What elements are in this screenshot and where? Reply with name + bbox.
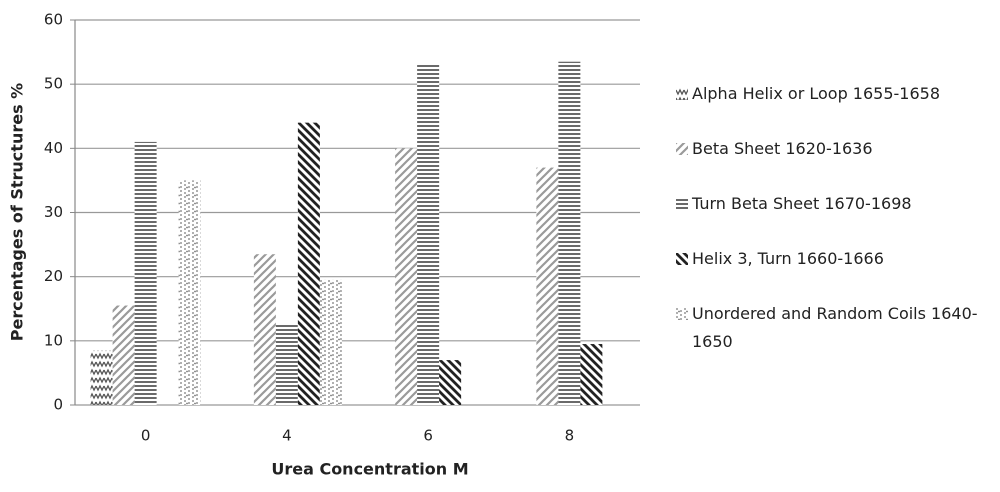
bar (297, 122, 320, 406)
legend-swatch (676, 143, 688, 155)
y-tick-label: 60 (44, 11, 63, 29)
legend-swatch (676, 198, 688, 210)
y-tick-label: 10 (44, 331, 63, 349)
bar (536, 167, 559, 405)
legend-label: Unordered and Random Coils 1640-1650 (692, 304, 978, 351)
bar (178, 180, 201, 405)
legend-item: Turn Beta Sheet 1670-1698 (676, 190, 986, 218)
x-tick-label: 0 (141, 427, 151, 445)
y-tick-label: 20 (44, 267, 63, 285)
x-tick-label: 6 (423, 427, 433, 445)
legend-item: Helix 3, Turn 1660-1666 (676, 245, 986, 273)
bar (319, 279, 342, 405)
bar (417, 64, 440, 406)
legend-swatch (676, 308, 688, 320)
y-axis-label: Percentages of Structures % (8, 83, 27, 341)
bar (253, 254, 276, 405)
chart: Urea Concentration M Percentages of Stru… (8, 11, 640, 479)
legend-swatch (676, 253, 688, 265)
bar (395, 148, 418, 406)
y-tick-label: 50 (44, 75, 63, 93)
bar (134, 141, 157, 405)
legend-item: Unordered and Random Coils 1640-1650 (676, 300, 986, 356)
legend-label: Beta Sheet 1620-1636 (692, 139, 873, 158)
y-tick-label: 0 (53, 396, 63, 414)
legend-label: Helix 3, Turn 1660-1666 (692, 249, 884, 268)
x-axis-label: Urea Concentration M (271, 460, 468, 479)
y-tick-label: 30 (44, 203, 63, 221)
legend-item: Alpha Helix or Loop 1655-1658 (676, 80, 986, 108)
y-tick-label: 40 (44, 139, 63, 157)
bar (439, 360, 462, 405)
legend: Alpha Helix or Loop 1655-1658 Beta Sheet … (676, 80, 986, 383)
bar (580, 344, 603, 405)
legend-label: Turn Beta Sheet 1670-1698 (692, 194, 912, 213)
legend-label: Alpha Helix or Loop 1655-1658 (692, 84, 941, 103)
legend-swatch (676, 88, 688, 100)
bar (275, 324, 298, 405)
bar (558, 61, 581, 405)
bar (112, 305, 135, 405)
legend-item: Beta Sheet 1620-1636 (676, 135, 986, 163)
x-tick-label: 4 (282, 427, 292, 445)
bar (90, 350, 113, 405)
x-tick-label: 8 (565, 427, 575, 445)
